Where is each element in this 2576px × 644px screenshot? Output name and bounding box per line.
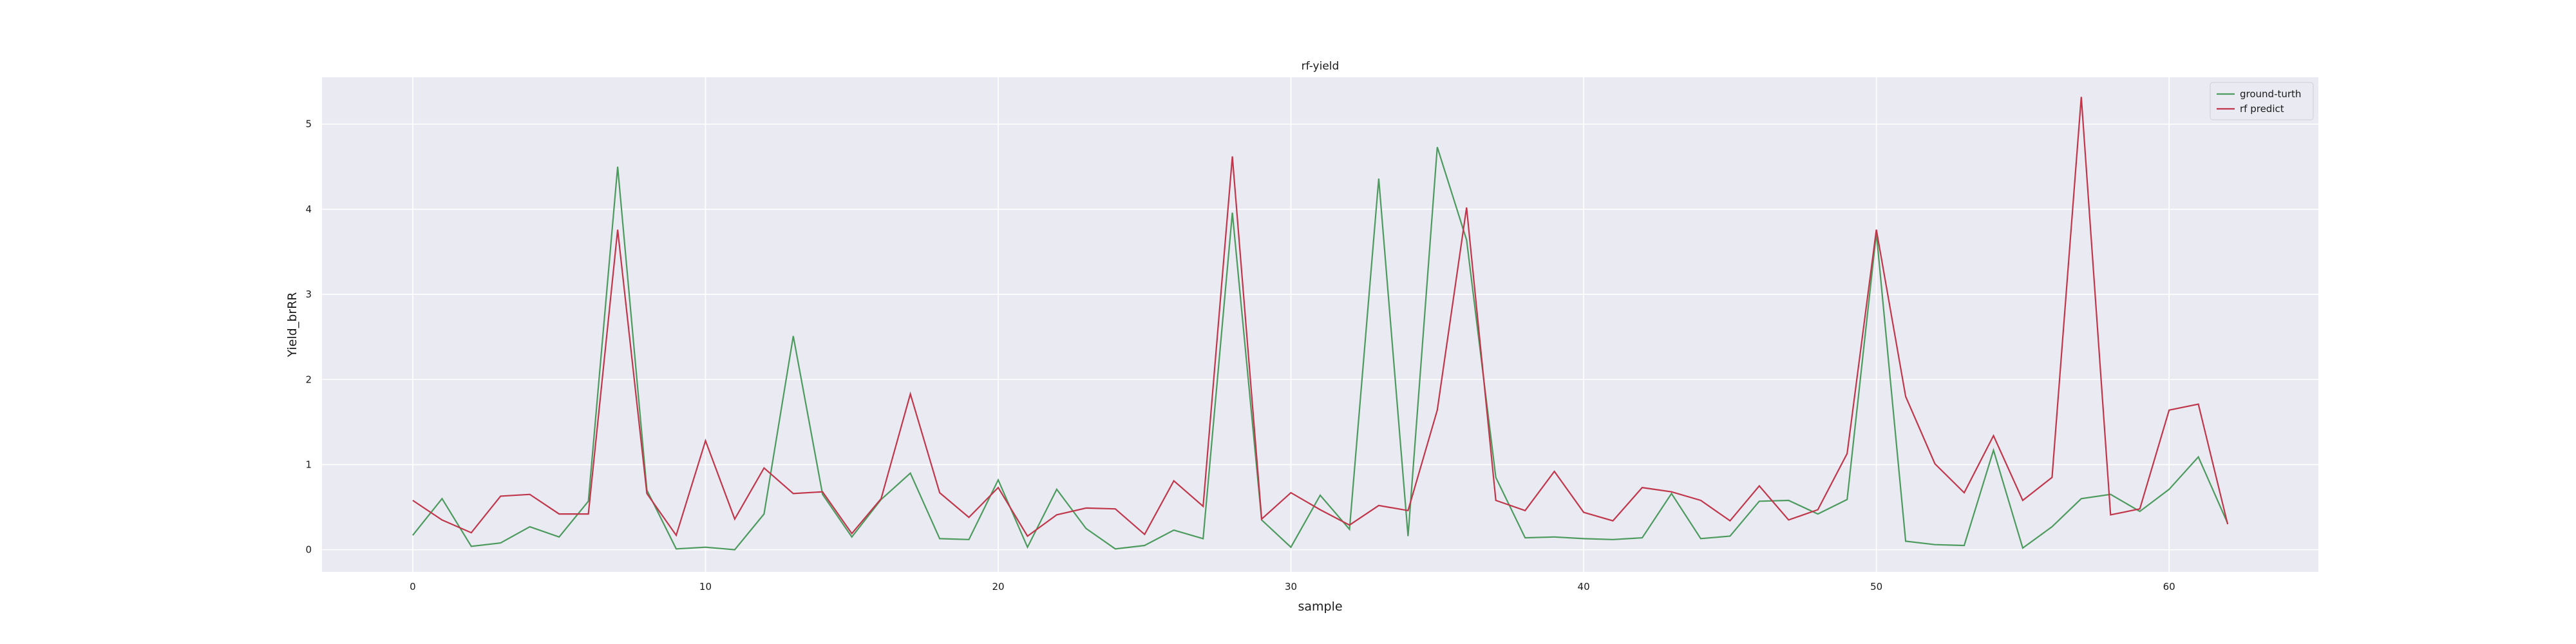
legend-label: rf predict	[2240, 103, 2284, 115]
legend-label: ground-turth	[2240, 88, 2301, 100]
series-line-ground-turth	[412, 147, 2229, 551]
x-tick-label: 0	[410, 581, 416, 592]
y-tick-label: 5	[305, 118, 312, 130]
y-tick-label: 1	[305, 459, 312, 470]
legend-box	[2210, 82, 2314, 120]
y-tick-label: 4	[305, 204, 312, 215]
y-tick-label: 3	[305, 289, 312, 300]
plot-area	[322, 77, 2318, 572]
y-tick-label: 2	[305, 374, 312, 385]
x-tick-label: 50	[1870, 581, 1882, 592]
grid-lines	[322, 77, 2318, 572]
x-axis-label: sample	[1298, 600, 1342, 614]
x-tick-label: 30	[1285, 581, 1297, 592]
x-tick-label: 40	[1578, 581, 1590, 592]
x-tick-label: 60	[2163, 581, 2175, 592]
series-line-rf-predict	[412, 97, 2229, 538]
x-tick-label: 10	[699, 581, 712, 592]
y-axis-label: Yield_brRR	[285, 292, 299, 357]
y-tick-label: 0	[305, 544, 312, 556]
chart-title: rf-yield	[1302, 60, 1340, 73]
series-lines	[412, 97, 2229, 551]
legend: ground-turth rf predict	[2210, 82, 2314, 120]
x-tick-label: 20	[992, 581, 1004, 592]
tick-labels: 0 10 20 30 40 50 60 0 1 2 3 4 5	[305, 118, 2175, 592]
